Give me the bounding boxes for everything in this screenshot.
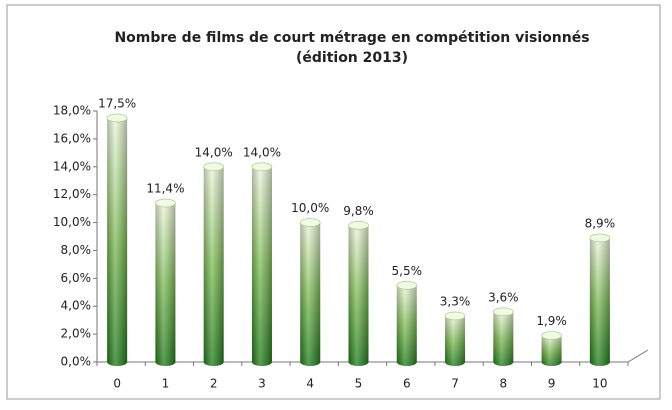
- bar-shade: [348, 225, 369, 366]
- value-label: 10,0%: [291, 201, 329, 215]
- bar-cap: [106, 113, 128, 123]
- value-label: 9,8%: [343, 204, 374, 218]
- bar-shade: [541, 335, 562, 366]
- x-tick-label: 3: [258, 377, 266, 391]
- y-tick-label: 10,0%: [53, 215, 91, 229]
- value-label: 3,3%: [440, 294, 471, 308]
- y-tick-label: 8,0%: [61, 243, 92, 257]
- bar-cap: [348, 221, 369, 230]
- value-label: 14,0%: [195, 145, 233, 159]
- x-tick-label: 0: [113, 377, 121, 391]
- y-tick-label: 16,0%: [53, 131, 91, 145]
- y-tick-label: 0,0%: [61, 355, 92, 369]
- bar-shade: [107, 117, 128, 366]
- bar-shade: [251, 166, 272, 367]
- bar-shade: [203, 166, 224, 366]
- x-tick-label: 6: [403, 377, 411, 391]
- value-label: 14,0%: [243, 145, 281, 159]
- value-label: 5,5%: [392, 264, 423, 278]
- x-tick-label: 9: [548, 377, 556, 391]
- y-tick-label: 14,0%: [53, 159, 91, 173]
- y-tick-label: 2,0%: [61, 327, 92, 341]
- bar-cap: [541, 331, 562, 340]
- value-label: 3,6%: [488, 290, 519, 304]
- bar-shade: [493, 311, 514, 366]
- value-label: 1,9%: [536, 314, 567, 328]
- bar-cap: [444, 311, 466, 321]
- value-label: 11,4%: [146, 182, 184, 196]
- value-label: 17,5%: [98, 96, 136, 110]
- bar-cap: [251, 162, 273, 172]
- x-tick-label: 4: [306, 377, 314, 391]
- x-tick-label: 1: [162, 377, 170, 391]
- y-tick-label: 6,0%: [61, 271, 92, 285]
- bar-shade: [155, 203, 176, 366]
- y-tick-label: 12,0%: [53, 187, 91, 201]
- value-label: 8,9%: [585, 216, 616, 230]
- y-tick-label: 4,0%: [61, 299, 92, 313]
- bar-cap: [155, 198, 176, 208]
- chart-title: Nombre de films de court métrage en comp…: [114, 30, 589, 46]
- bar-cap: [299, 218, 321, 227]
- x-tick-label: 5: [355, 377, 363, 391]
- x-tick-label: 7: [451, 377, 459, 391]
- y-tick-label: 18,0%: [53, 104, 91, 118]
- x-tick-label: 8: [499, 377, 507, 391]
- bar-cap: [589, 233, 611, 243]
- bar-shade: [396, 285, 417, 366]
- bar-cap: [203, 162, 224, 172]
- x-tick-label: 2: [210, 377, 218, 391]
- x-tick-label: 10: [592, 377, 607, 391]
- bar-shade: [445, 315, 466, 366]
- bar-cap: [396, 281, 418, 290]
- chart-subtitle: (édition 2013): [296, 50, 408, 66]
- bar-shade: [589, 237, 610, 366]
- bar-shade: [300, 222, 321, 366]
- bar-cap: [493, 307, 514, 317]
